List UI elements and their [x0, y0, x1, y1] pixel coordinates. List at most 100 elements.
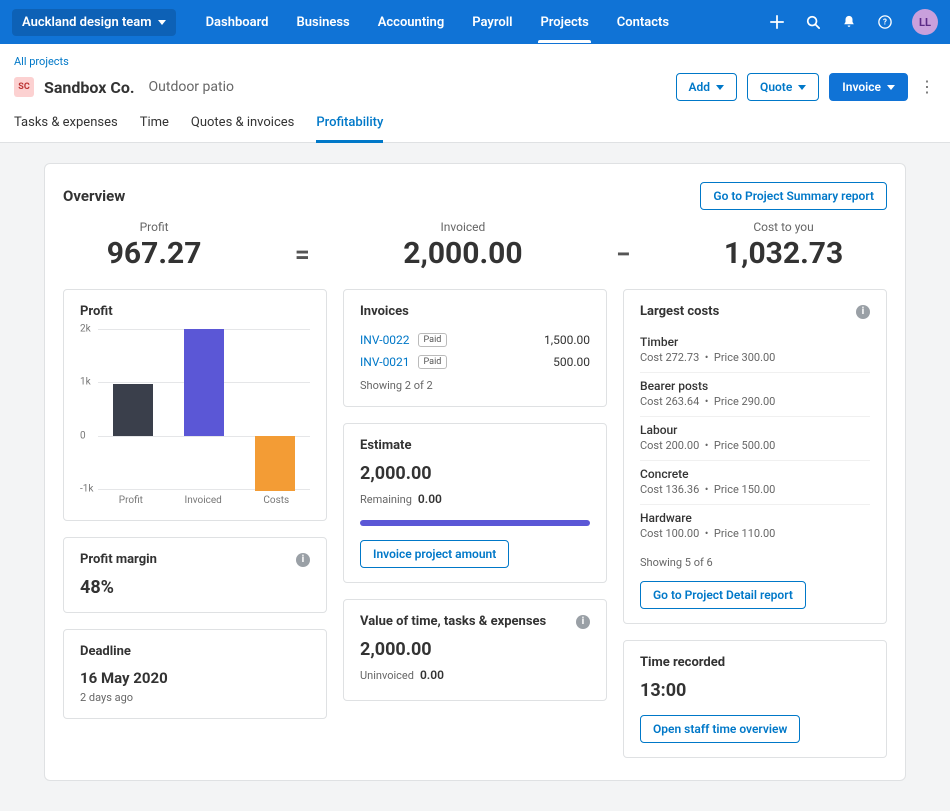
price-value: Price 300.00	[714, 351, 775, 364]
quote-button[interactable]: Quote	[747, 73, 819, 101]
price-value: Price 500.00	[714, 439, 775, 452]
invoices-footer: Showing 2 of 2	[360, 379, 590, 392]
cost-value: Cost 272.73	[640, 351, 699, 364]
cost-value: Cost 200.00	[640, 439, 699, 452]
nav-link-contacts[interactable]: Contacts	[605, 2, 681, 43]
chevron-down-icon	[158, 20, 166, 25]
more-icon[interactable]: ⋮	[918, 79, 936, 95]
avatar[interactable]: LL	[912, 9, 938, 35]
project-company: Sandbox Co.	[44, 78, 135, 97]
invoice-ref[interactable]: INV-0021	[360, 355, 410, 369]
cost-name: Hardware	[640, 511, 870, 525]
invoice-row: INV-0021 Paid 500.00	[360, 351, 590, 373]
invoice-amount: 1,500.00	[544, 333, 590, 347]
nav-link-payroll[interactable]: Payroll	[460, 2, 524, 43]
cost-value: 1,032.73	[724, 236, 843, 271]
profit-chart-panel: Profit -1k01k2k ProfitInvoicedCosts	[63, 289, 327, 521]
profit-margin-value: 48%	[80, 577, 310, 598]
open-staff-time-button[interactable]: Open staff time overview	[640, 715, 800, 743]
cost-label: Cost to you	[724, 220, 843, 234]
estimate-remaining-value: 0.00	[418, 492, 442, 506]
y-tick: 2k	[80, 324, 91, 335]
chevron-down-icon	[887, 85, 895, 90]
value-uninvoiced-value: 0.00	[420, 668, 444, 682]
deadline-panel: Deadline 16 May 2020 2 days ago	[63, 629, 327, 719]
info-icon[interactable]: i	[856, 305, 870, 319]
value-uninvoiced-label: Uninvoiced	[360, 669, 414, 682]
bar-invoiced	[184, 329, 224, 436]
main: Overview Go to Project Summary report Pr…	[0, 143, 950, 811]
project-header: All projects SC Sandbox Co. Outdoor pati…	[0, 44, 950, 101]
subtab-profitability[interactable]: Profitability	[316, 115, 383, 143]
subtabs: Tasks & expenses Time Quotes & invoices Pro…	[0, 101, 950, 143]
project-summary-button[interactable]: Go to Project Summary report	[700, 182, 887, 210]
value-panel: Value of time, tasks & expensesi 2,000.0…	[343, 599, 607, 701]
svg-text:?: ?	[883, 18, 887, 27]
y-tick: 0	[80, 430, 86, 441]
bell-icon[interactable]	[840, 13, 858, 31]
price-value: Price 290.00	[714, 395, 775, 408]
invoiced-label: Invoiced	[403, 220, 522, 234]
invoices-panel: Invoices INV-0022Paid1,500.00INV-0021Pai…	[343, 289, 607, 407]
plus-icon[interactable]	[768, 13, 786, 31]
estimate-progress	[360, 520, 590, 526]
overview-card: Overview Go to Project Summary report Pr…	[44, 163, 906, 781]
profit-chart-title: Profit	[80, 304, 310, 319]
cost-row: HardwareCost 100.00 • Price 110.00	[640, 505, 870, 548]
org-switcher[interactable]: Auckland design team	[12, 9, 176, 36]
y-tick: -1k	[80, 484, 93, 495]
invoice-status-badge: Paid	[418, 355, 448, 369]
cost-name: Labour	[640, 423, 870, 437]
invoice-button[interactable]: Invoice	[829, 73, 908, 101]
search-icon[interactable]	[804, 13, 822, 31]
info-icon[interactable]: i	[296, 553, 310, 567]
nav-link-business[interactable]: Business	[285, 2, 362, 43]
nav-link-accounting[interactable]: Accounting	[366, 2, 457, 43]
largest-costs-footer: Showing 5 of 6	[640, 556, 870, 569]
profit-value: 967.27	[107, 236, 202, 271]
nav-link-dashboard[interactable]: Dashboard	[194, 2, 281, 43]
invoice-project-amount-button[interactable]: Invoice project amount	[360, 540, 509, 568]
profit-bar-chart: -1k01k2k	[98, 329, 310, 489]
largest-costs-title: Largest costs	[640, 304, 719, 319]
org-name: Auckland design team	[22, 15, 152, 30]
estimate-panel: Estimate 2,000.00 Remaining 0.00 Invoice…	[343, 423, 607, 583]
y-tick: 1k	[80, 377, 91, 388]
nav-links: DashboardBusinessAccountingPayrollProjec…	[194, 2, 682, 43]
cost-name: Concrete	[640, 467, 870, 481]
breadcrumb[interactable]: All projects	[14, 55, 69, 68]
value-title: Value of time, tasks & expenses	[360, 614, 546, 629]
deadline-relative: 2 days ago	[80, 691, 310, 704]
project-detail-button[interactable]: Go to Project Detail report	[640, 581, 806, 609]
invoice-status-badge: Paid	[418, 333, 448, 347]
x-tick: Profit	[119, 495, 143, 506]
invoice-row: INV-0022 Paid 1,500.00	[360, 329, 590, 351]
info-icon[interactable]: i	[576, 615, 590, 629]
help-icon[interactable]: ?	[876, 13, 894, 31]
add-button[interactable]: Add	[676, 73, 738, 101]
estimate-remaining-label: Remaining	[360, 493, 412, 506]
cost-row: Bearer postsCost 263.64 • Price 290.00	[640, 373, 870, 417]
estimate-title: Estimate	[360, 438, 590, 453]
chevron-down-icon	[716, 85, 724, 90]
cost-value: Cost 136.36	[640, 483, 699, 496]
time-recorded-value: 13:00	[640, 680, 870, 701]
time-recorded-panel: Time recorded 13:00 Open staff time over…	[623, 640, 887, 758]
equals-sign: =	[289, 222, 316, 270]
cost-name: Timber	[640, 335, 870, 349]
price-value: Price 150.00	[714, 483, 775, 496]
avatar-initials: LL	[919, 16, 931, 29]
bar-profit	[113, 384, 153, 436]
invoice-amount: 500.00	[553, 355, 590, 369]
subtab-quotes-invoices[interactable]: Quotes & invoices	[191, 115, 294, 142]
nav-icons: ? LL	[768, 9, 938, 35]
cost-row: LabourCost 200.00 • Price 500.00	[640, 417, 870, 461]
nav-link-projects[interactable]: Projects	[528, 2, 600, 43]
profit-label: Profit	[107, 220, 202, 234]
subtab-tasks-expenses[interactable]: Tasks & expenses	[14, 115, 118, 142]
price-value: Price 110.00	[714, 527, 775, 540]
overview-title: Overview	[63, 187, 125, 205]
subtab-time[interactable]: Time	[140, 115, 169, 142]
invoice-ref[interactable]: INV-0022	[360, 333, 410, 347]
cost-value: Cost 263.64	[640, 395, 699, 408]
